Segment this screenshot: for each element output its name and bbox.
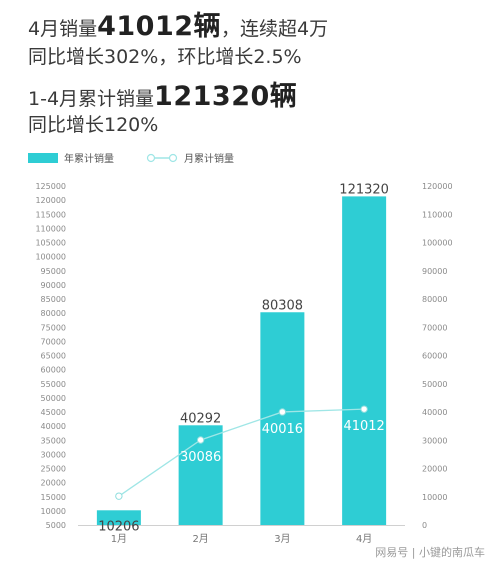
right-tick-label: 0 — [422, 521, 427, 530]
bar — [96, 510, 141, 525]
legend-line-marker — [168, 153, 178, 163]
left-tick-label: 45000 — [41, 408, 66, 417]
left-tick-label: 95000 — [41, 267, 66, 276]
left-tick-label: 115000 — [35, 210, 66, 219]
left-tick-label: 25000 — [41, 465, 66, 474]
right-tick-label: 90000 — [422, 267, 447, 276]
left-tick-label: 80000 — [41, 309, 66, 318]
right-tick-label: 50000 — [422, 380, 447, 389]
left-tick-label: 70000 — [41, 337, 66, 346]
left-tick-label: 125000 — [35, 182, 66, 191]
headline-april-suffix: ，连续超4万 — [221, 18, 329, 40]
right-tick-label: 70000 — [422, 323, 447, 332]
chart-legend: 年累计销量 月累计销量 — [28, 152, 234, 165]
x-axis: 1月 2月 3月 4月 — [78, 525, 405, 545]
left-tick-label: 20000 — [41, 479, 66, 488]
left-tick-label: 75000 — [41, 323, 66, 332]
x-tick-label: 3月 — [274, 533, 290, 545]
right-axis: 0 10000 20000 30000 40000 50000 60000 70000 8000… — [422, 182, 453, 530]
right-tick-label: 80000 — [422, 295, 447, 304]
legend-bar-label: 年累计销量 — [64, 152, 114, 165]
right-tick-label: 100000 — [422, 239, 453, 248]
watermark: 网易号 | 小键的南瓜车 — [375, 546, 485, 559]
bar-value-label: 10206 — [98, 519, 139, 534]
left-tick-label: 15000 — [41, 493, 66, 502]
bar-series — [96, 196, 387, 525]
headline-cumulative-prefix: 1-4月累计销量 — [28, 88, 155, 110]
left-tick-label: 105000 — [35, 239, 66, 248]
x-tick-label: 4月 — [356, 533, 372, 545]
right-tick-label: 30000 — [422, 436, 447, 445]
x-tick-label: 2月 — [192, 533, 208, 545]
right-tick-label: 10000 — [422, 493, 447, 502]
line-value-label: 30086 — [180, 450, 221, 465]
right-tick-label: 20000 — [422, 465, 447, 474]
data-labels: 10206 40292 80308 121320 30086 40016 41012 — [98, 182, 389, 534]
bar — [260, 312, 305, 525]
left-axis: 5000 10000 15000 20000 25000 30000 35000 40000 4… — [35, 182, 66, 530]
legend-line-label: 月累计销量 — [184, 152, 234, 165]
headline-april-prefix: 4月销量 — [28, 18, 98, 40]
bar-value-label: 80308 — [262, 298, 303, 313]
bar-value-label: 40292 — [180, 411, 221, 426]
headline-yoy: 同比增长120% — [28, 114, 159, 136]
left-tick-label: 60000 — [41, 366, 66, 375]
left-tick-label: 55000 — [41, 380, 66, 389]
line-point — [278, 408, 287, 416]
left-tick-label: 65000 — [41, 352, 66, 361]
bar-value-label: 121320 — [339, 182, 389, 197]
headline-april-sales: 4月销量41012辆，连续超4万 — [28, 4, 328, 43]
line-point — [115, 492, 123, 500]
headline-april-value: 41012辆 — [97, 11, 222, 42]
line-value-label: 41012 — [343, 419, 384, 434]
right-tick-label: 110000 — [422, 210, 453, 219]
left-tick-label: 90000 — [41, 281, 66, 290]
line-point — [360, 405, 368, 413]
line-path — [118, 408, 365, 497]
left-tick-label: 50000 — [41, 394, 66, 403]
right-tick-label: 120000 — [422, 182, 453, 191]
headline-growth: 同比增长302%，环比增长2.5% — [28, 46, 302, 68]
left-tick-label: 5000 — [46, 521, 66, 530]
headline-cumulative: 1-4月累计销量121320辆 — [28, 74, 297, 113]
left-tick-label: 30000 — [41, 450, 66, 459]
left-tick-label: 85000 — [41, 295, 66, 304]
line-value-label: 40016 — [262, 422, 303, 437]
left-tick-label: 40000 — [41, 422, 66, 431]
line-series — [115, 405, 368, 500]
right-tick-label: 60000 — [422, 352, 447, 361]
line-point — [196, 436, 205, 444]
right-tick-label: 40000 — [422, 408, 447, 417]
left-tick-label: 35000 — [41, 436, 66, 445]
legend-bar-swatch — [28, 153, 58, 163]
left-tick-label: 120000 — [35, 196, 66, 205]
left-tick-label: 10000 — [41, 507, 66, 516]
left-tick-label: 100000 — [35, 253, 66, 262]
headline-cumulative-value: 121320辆 — [154, 81, 298, 112]
sales-chart: 年累计销量 月累计销量 5000 10000 15000 20000 25000 30000… — [28, 152, 453, 545]
legend-line-marker — [146, 153, 156, 163]
left-tick-label: 110000 — [35, 224, 66, 233]
x-tick-label: 1月 — [111, 533, 127, 545]
bar — [342, 196, 387, 525]
